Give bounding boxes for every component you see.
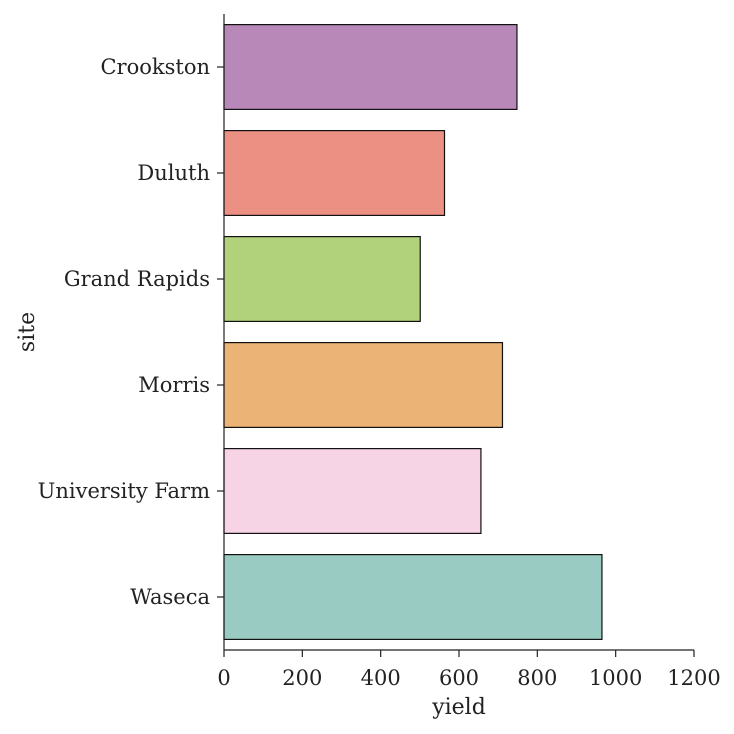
x-tick-label: 200 [282,666,322,690]
x-tick-label: 600 [439,666,479,690]
y-tick-label: Waseca [130,585,210,609]
x-tick-label: 1200 [667,666,720,690]
y-tick-label: Grand Rapids [64,267,210,291]
y-tick-label: Crookston [100,55,210,79]
bar-grand-rapids [223,236,421,323]
x-axis: 0 200 400 600 800 1000 1200 [217,649,721,690]
y-tick-label: Duluth [137,161,210,185]
bar-waseca [223,553,603,640]
bar-morris [223,342,504,429]
x-tick-label: 1000 [589,666,642,690]
y-tick-label: Morris [138,373,210,397]
y-tick-label: University Farm [38,479,210,503]
x-axis-title: yield [431,695,486,720]
y-axis: Crookston Duluth Grand Rapids Morris Univers… [38,14,225,650]
bars [223,24,603,640]
x-tick-label: 800 [517,666,557,690]
bar-crookston [223,24,518,111]
x-tick-label: 0 [217,666,230,690]
y-axis-title: site [15,312,40,352]
bar-university-farm [223,448,482,535]
bar-duluth [223,130,446,217]
x-tick-label: 400 [361,666,401,690]
